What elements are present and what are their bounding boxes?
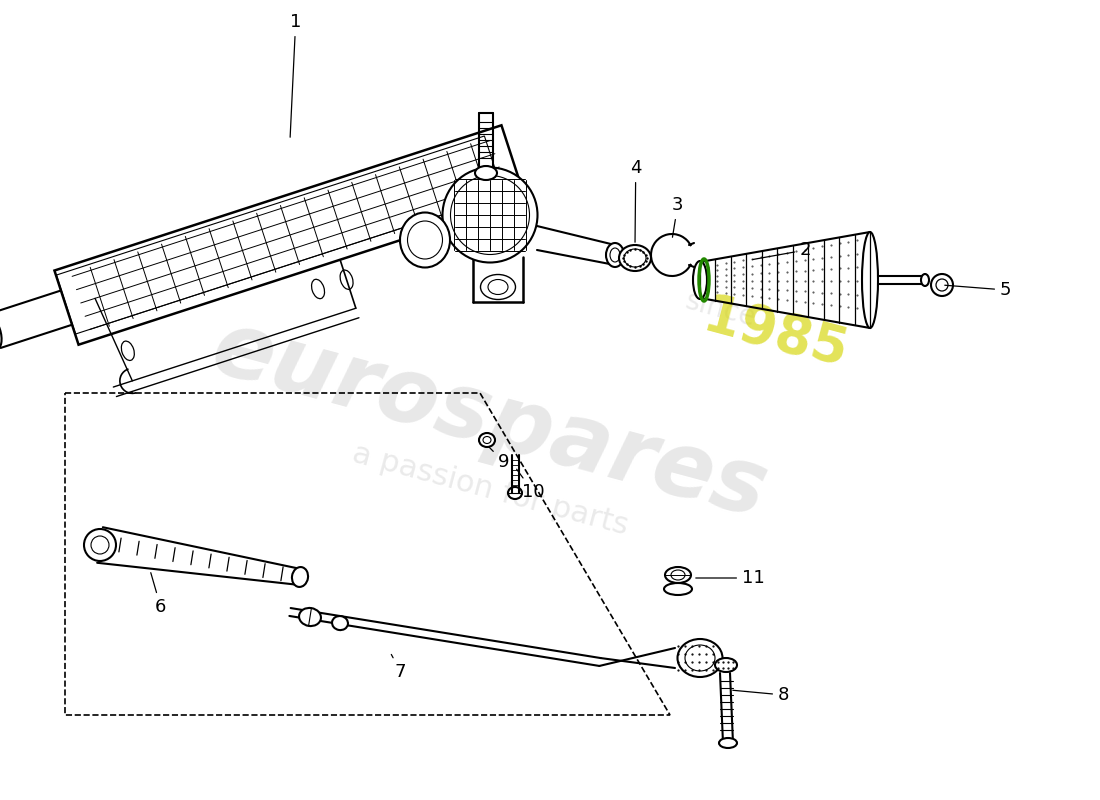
Text: 11: 11 bbox=[696, 569, 764, 587]
Circle shape bbox=[84, 529, 116, 561]
Ellipse shape bbox=[666, 567, 691, 583]
Ellipse shape bbox=[400, 213, 450, 267]
Ellipse shape bbox=[664, 583, 692, 595]
Text: 2: 2 bbox=[752, 241, 812, 259]
Text: 5: 5 bbox=[945, 281, 1012, 299]
Text: 7: 7 bbox=[392, 654, 407, 681]
Text: 4: 4 bbox=[630, 159, 641, 242]
Circle shape bbox=[931, 274, 953, 296]
Ellipse shape bbox=[299, 608, 321, 626]
Ellipse shape bbox=[442, 167, 538, 262]
Text: since: since bbox=[682, 287, 759, 333]
Ellipse shape bbox=[475, 166, 497, 180]
Ellipse shape bbox=[715, 658, 737, 672]
Text: a passion for parts: a passion for parts bbox=[349, 439, 631, 541]
Text: 6: 6 bbox=[151, 573, 166, 616]
Ellipse shape bbox=[921, 274, 929, 286]
Ellipse shape bbox=[619, 245, 651, 271]
Text: eurospares: eurospares bbox=[204, 304, 777, 536]
Ellipse shape bbox=[719, 738, 737, 748]
Ellipse shape bbox=[606, 243, 624, 267]
Text: 8: 8 bbox=[733, 686, 790, 704]
Ellipse shape bbox=[478, 433, 495, 447]
Text: 1: 1 bbox=[290, 13, 301, 138]
Ellipse shape bbox=[332, 616, 348, 630]
Ellipse shape bbox=[678, 639, 723, 677]
Text: 9: 9 bbox=[490, 447, 509, 471]
Ellipse shape bbox=[862, 232, 878, 328]
Text: 10: 10 bbox=[517, 470, 544, 501]
Ellipse shape bbox=[508, 487, 522, 499]
Ellipse shape bbox=[292, 567, 308, 587]
Ellipse shape bbox=[693, 261, 707, 299]
Text: 1985: 1985 bbox=[697, 291, 852, 379]
Text: 3: 3 bbox=[672, 196, 683, 238]
